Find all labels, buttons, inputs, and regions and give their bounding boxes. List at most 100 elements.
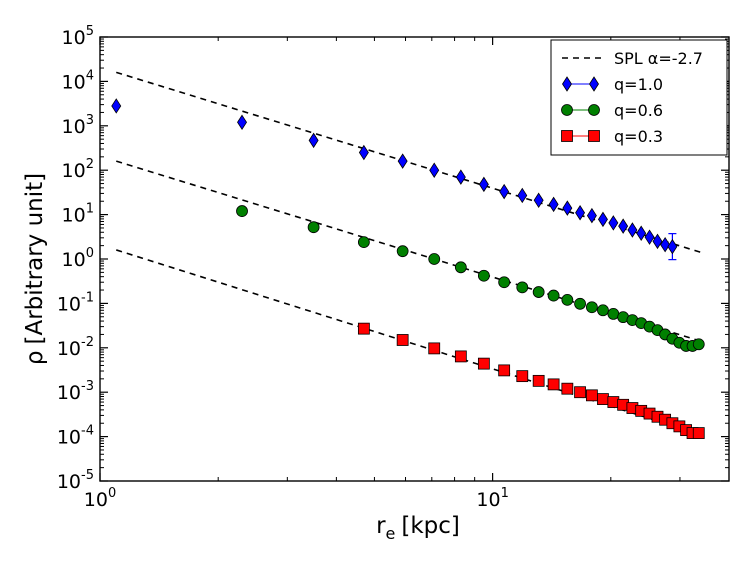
data-point-q06 — [516, 281, 529, 294]
data-point-q06 — [498, 276, 511, 289]
y-tick-base: 10 — [62, 27, 86, 49]
y-tick-label: 104 — [62, 68, 94, 93]
data-point-q10 — [597, 211, 608, 228]
legend-marker-q03 — [588, 130, 600, 142]
axis-ticks: 100 10110-510-410-310-210-110010110210310… — [57, 24, 730, 511]
y-axis-label-symbol: ρ — [22, 351, 48, 366]
data-point-q03 — [396, 334, 409, 346]
y-tick-label: 103 — [62, 113, 94, 138]
y-tick-base: 10 — [62, 205, 86, 227]
y-tick-label: 100 — [62, 246, 94, 271]
y-tick-base: 10 — [62, 71, 86, 93]
data-point-q03 — [357, 322, 370, 335]
y-axis-label: ρ [Arbitrary unit] — [22, 173, 48, 365]
y-tick-exponent: 2 — [86, 157, 94, 172]
legend-label: SPL α=-2.7 — [614, 49, 703, 68]
y-tick-exponent: 3 — [86, 113, 94, 128]
legend-marker-q06 — [588, 104, 600, 116]
data-point-q06 — [597, 304, 609, 317]
data-point-q10 — [586, 207, 597, 224]
y-tick-base: 10 — [57, 471, 81, 493]
data-point-q10 — [548, 196, 559, 213]
y-tick-label: 10-2 — [57, 335, 94, 360]
x-axis-label-symbol: r — [376, 513, 386, 539]
y-tick-exponent: 0 — [86, 246, 94, 261]
data-point-q10 — [644, 229, 655, 245]
data-point-q03 — [561, 382, 574, 395]
y-tick-label: 102 — [62, 157, 94, 182]
y-tick-base: 10 — [57, 427, 81, 449]
data-point-q03 — [428, 342, 441, 355]
data-point-q10 — [608, 215, 619, 231]
y-tick-base: 10 — [57, 293, 81, 315]
data-point-q10 — [517, 187, 528, 204]
x-tick-label: 101 — [476, 486, 508, 511]
plot-marks — [111, 71, 705, 439]
data-point-q06 — [561, 293, 574, 306]
data-point-q10 — [308, 132, 319, 149]
y-tick-exponent: -3 — [81, 379, 94, 394]
data-point-q06 — [532, 286, 545, 298]
data-point-q10 — [575, 205, 586, 221]
legend-marker-q10 — [562, 76, 572, 92]
x-tick-base: 10 — [476, 489, 500, 511]
y-tick-base: 10 — [62, 160, 86, 182]
legend-marker-q03 — [561, 130, 573, 142]
data-point-q10 — [533, 192, 544, 209]
data-point-q03 — [498, 364, 511, 377]
data-point-q10 — [429, 162, 440, 178]
y-tick-base: 10 — [62, 249, 86, 271]
data-point-q06 — [574, 297, 586, 310]
y-tick-exponent: 5 — [86, 24, 94, 39]
data-point-q06 — [307, 221, 320, 234]
data-point-q06 — [357, 236, 370, 249]
data-point-q10 — [652, 233, 663, 250]
legend-label: q=0.3 — [614, 127, 663, 146]
y-tick-exponent: -2 — [81, 335, 94, 350]
data-point-q03 — [532, 374, 545, 387]
data-point-q06 — [477, 269, 490, 282]
data-point-q10 — [358, 144, 369, 161]
data-point-q10 — [499, 183, 510, 200]
x-tick-base: 10 — [84, 489, 108, 511]
data-point-q03 — [597, 393, 609, 405]
data-point-q06 — [428, 253, 441, 265]
data-point-q06 — [236, 205, 248, 217]
legend-marker-q06 — [561, 104, 573, 116]
y-tick-label: 101 — [62, 202, 94, 227]
y-tick-label: 10-5 — [57, 468, 94, 493]
x-axis-label-subscript: e — [386, 524, 396, 543]
data-point-q10 — [237, 114, 247, 131]
x-tick-exponent: 0 — [108, 486, 116, 501]
y-tick-exponent: 4 — [86, 68, 94, 83]
y-tick-label: 10-3 — [57, 379, 94, 404]
data-point-q06 — [585, 301, 598, 314]
data-point-q03 — [607, 396, 620, 408]
data-point-q10 — [562, 200, 573, 216]
y-tick-base: 10 — [57, 338, 81, 360]
x-tick-label: 100 — [84, 486, 116, 511]
data-point-q03 — [585, 389, 598, 402]
data-point-q03 — [547, 378, 560, 391]
data-point-q10 — [618, 218, 629, 234]
data-point-q10 — [627, 222, 638, 238]
legend: SPL α=-2.7 q=1.0 q=0.6 q=0.3 — [550, 39, 728, 156]
data-point-q06 — [692, 338, 705, 351]
legend-label: q=0.6 — [614, 101, 663, 120]
data-point-q06 — [547, 289, 560, 302]
y-tick-exponent: -1 — [81, 290, 94, 305]
y-tick-exponent: -4 — [81, 424, 94, 439]
legend-marker-q10 — [589, 76, 599, 92]
data-point-q10 — [397, 153, 408, 169]
data-point-q03 — [454, 350, 467, 363]
data-point-q10 — [667, 238, 678, 255]
data-point-q10 — [636, 225, 647, 241]
data-point-q03 — [477, 357, 490, 370]
data-point-q03 — [692, 427, 705, 439]
y-tick-label: 10-1 — [57, 290, 94, 315]
data-point-q10 — [478, 176, 489, 193]
legend-label: q=1.0 — [614, 75, 663, 94]
y-axis-label-text: [Arbitrary unit] — [22, 173, 48, 345]
y-tick-exponent: 1 — [86, 202, 94, 217]
